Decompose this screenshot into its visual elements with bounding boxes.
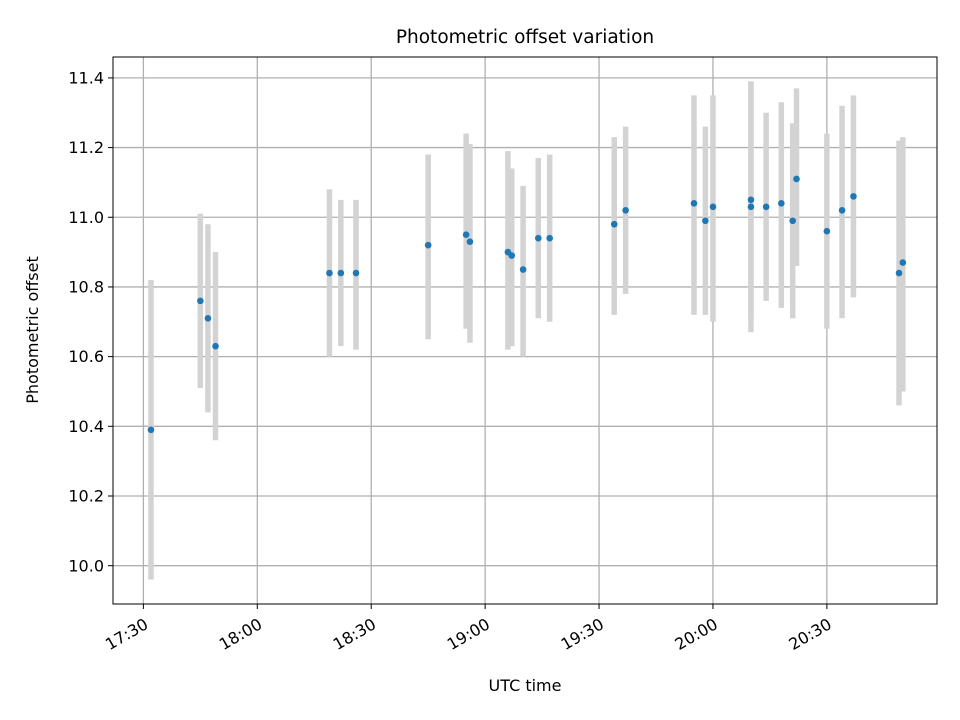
data-point <box>534 234 542 242</box>
data-point <box>702 217 709 225</box>
data-point <box>337 269 345 277</box>
y-axis-label: Photometric offset <box>23 256 42 404</box>
data-point <box>895 269 903 277</box>
data-point <box>466 238 474 245</box>
y-tick-label: 10.0 <box>68 556 104 575</box>
plot-frame <box>112 56 938 605</box>
y-tick-label: 10.4 <box>68 417 104 436</box>
data-point <box>546 234 553 242</box>
data-point <box>622 206 629 214</box>
data-point <box>762 203 770 211</box>
data-point <box>462 231 470 238</box>
data-point <box>778 200 785 207</box>
data-point <box>789 217 797 225</box>
x-axis-label: UTC time <box>489 676 562 695</box>
y-tick-label: 11.4 <box>68 69 104 88</box>
chart-title: Photometric offset variation <box>396 27 654 48</box>
data-point <box>690 200 698 207</box>
data-point <box>850 193 857 200</box>
data-point <box>424 241 432 249</box>
data-point <box>197 297 204 305</box>
data-point <box>793 175 800 183</box>
data-point <box>519 266 527 273</box>
data-point <box>212 342 219 350</box>
y-tick-label: 11.2 <box>68 138 104 157</box>
data-point <box>508 252 516 259</box>
data-point <box>147 426 155 434</box>
data-point <box>747 196 755 204</box>
data-point <box>610 220 618 228</box>
y-tick-label: 10.8 <box>68 278 104 297</box>
data-point <box>838 206 846 214</box>
data-point <box>823 227 831 235</box>
y-tick-label: 10.6 <box>68 347 104 366</box>
data-points <box>147 175 907 434</box>
data-point <box>204 315 212 322</box>
y-axis-ticks: 10.0 10.2 10.4 10.6 10.8 11.0 11.2 11.4 <box>68 69 113 575</box>
data-point <box>899 259 907 266</box>
y-tick-label: 10.2 <box>68 487 104 506</box>
data-point <box>709 203 717 211</box>
data-point <box>326 269 333 277</box>
y-tick-label: 11.0 <box>68 208 104 227</box>
data-point <box>352 269 360 277</box>
data-point <box>747 203 755 211</box>
